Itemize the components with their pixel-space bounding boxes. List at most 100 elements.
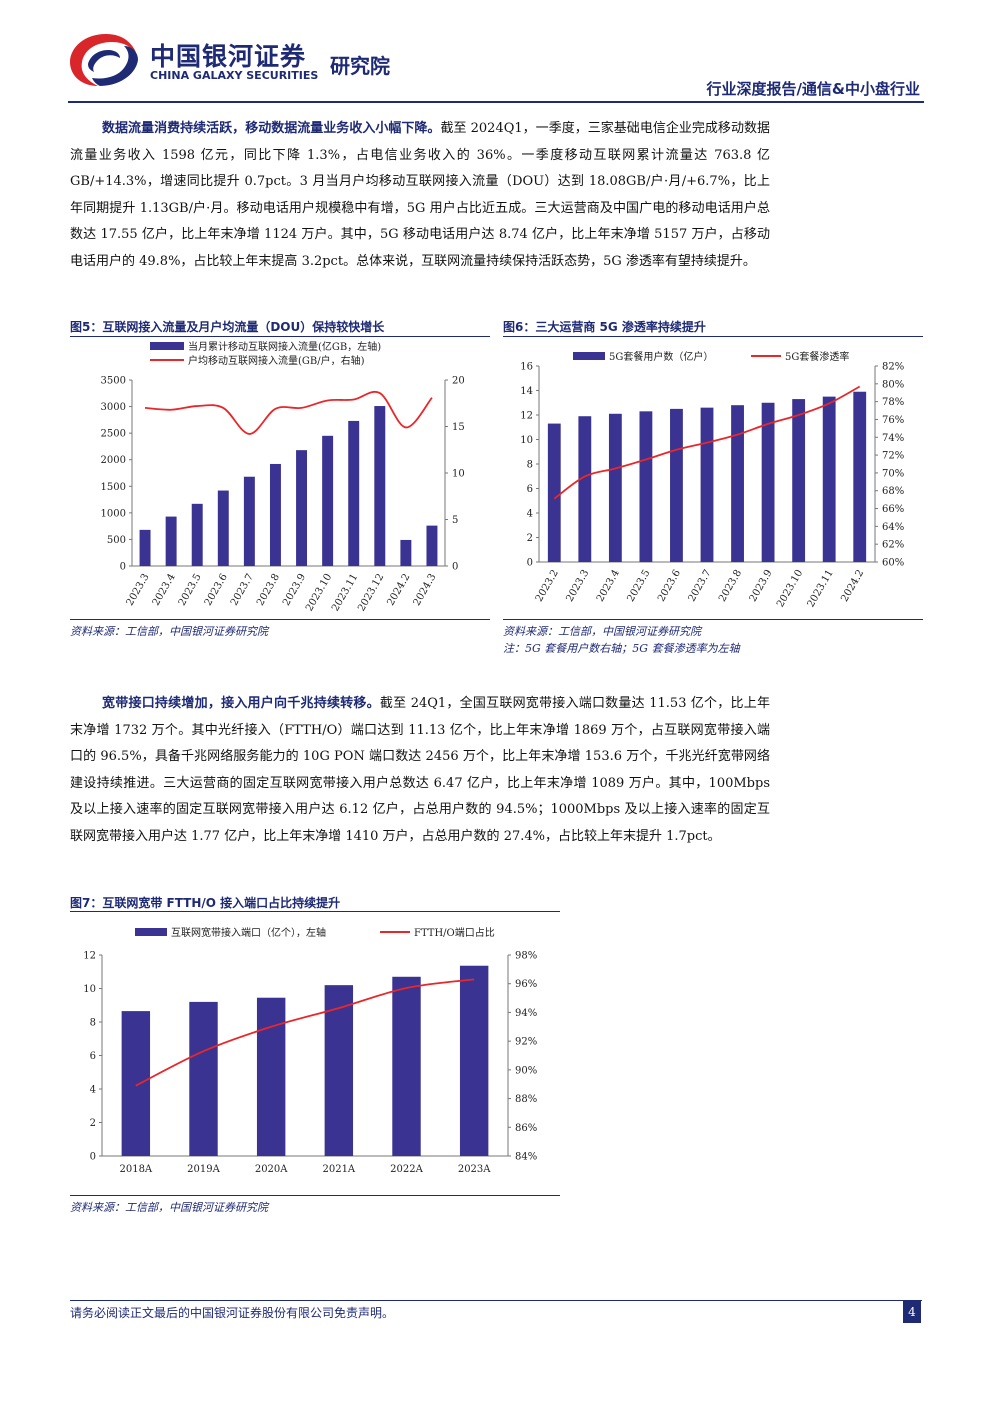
- y-left-tick-label: 4: [527, 509, 533, 520]
- x-tick-label: 2023A: [458, 1164, 491, 1175]
- y-right-tick-label: 15: [452, 422, 465, 433]
- y-right-tick-label: 96%: [515, 979, 537, 990]
- x-tick-label: 2023.3: [564, 568, 591, 604]
- chart-bar: [761, 402, 775, 562]
- series-line: [144, 391, 433, 435]
- y-right-tick-label: 60%: [882, 558, 904, 569]
- x-tick-label: 2023.6: [656, 568, 683, 604]
- y-left-tick-label: 8: [527, 460, 533, 471]
- paragraph-body: 截至 2024Q1，一季度，三家基础电信企业完成移动数据流量业务收入 1598 …: [70, 121, 770, 269]
- y-right-tick-label: 94%: [515, 1008, 537, 1019]
- y-right-tick-label: 74%: [882, 433, 904, 444]
- y-left-tick-label: 500: [107, 535, 126, 546]
- y-left-tick-label: 12: [520, 411, 533, 422]
- chart-bar: [139, 529, 151, 566]
- chart-bar: [639, 411, 653, 562]
- legend-bar-swatch: [150, 342, 184, 350]
- chart-bar: [191, 503, 203, 566]
- x-tick-label: 2021A: [322, 1164, 355, 1175]
- legend-bar-label: 互联网宽带接入端口（亿个），左轴: [171, 926, 326, 939]
- x-tick-label: 2023.2: [534, 568, 561, 604]
- y-right-tick-label: 66%: [882, 504, 904, 515]
- x-tick-label: 2023.10: [775, 568, 805, 609]
- y-right-tick-label: 10: [452, 469, 465, 480]
- x-tick-label: 2023.9: [748, 568, 775, 604]
- legend-line-label: FTTH/O端口占比: [414, 926, 495, 939]
- chart-bar: [426, 525, 438, 566]
- chart-bar: [670, 408, 683, 562]
- fig7-chart: 0 2 4 6 8 10 12 84% 86% 88% 90% 92% 94% 96% 98% 2018A 20…: [83, 926, 537, 1175]
- chart-bar: [608, 413, 622, 562]
- y-right-tick-label: 92%: [515, 1037, 537, 1048]
- y-left-tick-label: 3000: [101, 402, 126, 413]
- y-right-tick-label: 72%: [882, 451, 904, 462]
- y-left-tick-label: 1000: [101, 508, 126, 519]
- chart-bar: [853, 391, 867, 562]
- brand-name-en: CHINA GALAXY SECURITIES: [150, 69, 319, 82]
- chart-bar: [256, 997, 286, 1156]
- x-tick-label: 2023.7: [229, 572, 256, 608]
- chart-bar: [165, 516, 177, 566]
- x-tick-label: 2024.2: [839, 568, 866, 604]
- y-right-tick-label: 86%: [515, 1123, 537, 1134]
- x-tick-label: 2023.8: [717, 568, 744, 604]
- paragraph-broadband: 宽带接口持续增加，接入用户向千兆持续转移。截至 24Q1，全国互联网宽带接入端口…: [70, 691, 770, 850]
- footer-divider: [70, 1300, 922, 1301]
- series-line: [553, 385, 861, 500]
- fig6-note: 注：5G 套餐用户数右轴；5G 套餐渗透率为左轴: [503, 642, 740, 655]
- fig6-title: 图6：三大运营商 5G 渗透率持续提升: [503, 320, 706, 334]
- y-left-tick-label: 10: [83, 984, 96, 995]
- fig5-top-rule: [70, 336, 490, 337]
- report-type: 行业深度报告/通信&中小盘行业: [706, 80, 920, 98]
- fig5-source: 资料来源：工信部，中国银河证券研究院: [70, 625, 268, 638]
- chart-bar: [348, 420, 360, 566]
- chart-bar: [792, 399, 806, 562]
- fig5-bottom-rule: [70, 619, 490, 620]
- y-right-tick-label: 84%: [515, 1152, 537, 1163]
- y-left-tick-label: 4: [90, 1085, 96, 1096]
- x-tick-label: 2023.3: [125, 572, 152, 608]
- chart-bar: [822, 396, 836, 562]
- y-left-tick-label: 14: [520, 386, 533, 397]
- x-tick-label: 2023.5: [625, 568, 652, 604]
- chart-bar: [374, 406, 386, 566]
- chart-bar: [400, 539, 412, 566]
- legend-bar-swatch: [573, 352, 605, 360]
- y-left-tick-label: 2500: [101, 429, 126, 440]
- y-right-tick-label: 98%: [515, 951, 537, 962]
- fig7-title: 图7：互联网宽带 FTTH/O 接入端口占比持续提升: [70, 896, 341, 910]
- brand-institute: 研究院: [330, 54, 390, 78]
- fig5-title: 图5：互联网接入流量及月户均流量（DOU）保持较快增长: [70, 320, 385, 334]
- x-tick-label: 2019A: [187, 1164, 220, 1175]
- y-right-tick-label: 64%: [882, 522, 904, 533]
- fig7-top-rule: [70, 911, 560, 912]
- x-tick-label: 2024.3: [412, 572, 439, 608]
- y-right-tick-label: 0: [452, 562, 458, 573]
- fig7-bottom-rule: [70, 1195, 560, 1196]
- chart-bar: [459, 965, 489, 1156]
- x-tick-label: 2023.4: [595, 568, 622, 604]
- y-right-tick-label: 78%: [882, 397, 904, 408]
- y-right-tick-label: 82%: [882, 362, 904, 373]
- y-left-tick-label: 0: [120, 562, 126, 573]
- chart-bar: [731, 405, 744, 562]
- x-tick-label: 2023.12: [356, 572, 386, 613]
- company-logo: [70, 34, 138, 86]
- y-left-tick-label: 2: [90, 1118, 96, 1129]
- footer-disclaimer: 请务必阅读正文最后的中国银河证券股份有限公司免责声明。: [70, 1306, 395, 1320]
- x-tick-label: 2023.9: [281, 572, 308, 608]
- y-left-tick-label: 2000: [101, 455, 126, 466]
- x-tick-label: 2023.7: [687, 568, 714, 604]
- y-right-tick-label: 76%: [882, 415, 904, 426]
- y-right-tick-label: 62%: [882, 540, 904, 551]
- chart-bar: [121, 1011, 151, 1156]
- legend-line-label: 5G套餐渗透率: [785, 350, 849, 363]
- chart-bar: [324, 985, 354, 1156]
- chart-bar: [269, 463, 281, 566]
- x-tick-label: 2022A: [390, 1164, 423, 1175]
- chart-bar: [578, 416, 592, 562]
- y-right-tick-label: 70%: [882, 468, 904, 479]
- chart-bar: [547, 423, 561, 562]
- y-left-tick-label: 8: [90, 1018, 96, 1029]
- chart-bar: [189, 1001, 218, 1156]
